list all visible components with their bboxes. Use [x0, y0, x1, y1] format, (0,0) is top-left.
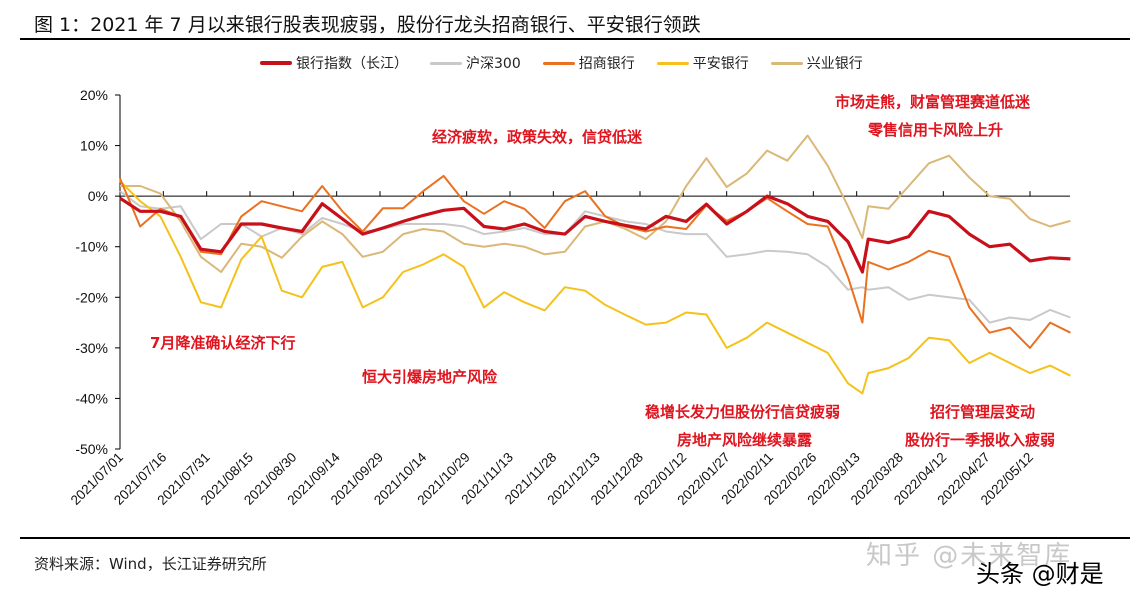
series-line — [119, 194, 1071, 274]
legend-swatch — [260, 61, 292, 65]
watermark: 知乎 @未来智库 — [866, 541, 1073, 571]
series-line — [119, 180, 1071, 395]
legend-swatch — [430, 61, 462, 65]
y-tick-label: -20% — [75, 289, 108, 305]
y-tick-label: 0% — [88, 188, 108, 204]
legend-label: 平安银行 — [692, 56, 749, 72]
chart-annotation: 7月降准确认经济下行 — [150, 334, 295, 352]
y-tick-label: 10% — [80, 138, 108, 154]
legend-item: 平安银行 — [656, 53, 749, 73]
legend-label: 沪深300 — [466, 56, 521, 72]
chart-annotation: 招行管理层变动 — [930, 403, 1035, 421]
y-tick-label: 20% — [80, 87, 108, 103]
chart-annotation: 恒大引爆房地产风险 — [362, 368, 498, 386]
legend-item: 沪深300 — [430, 53, 521, 73]
legend-swatch — [542, 61, 575, 65]
legend-label: 银行指数（长江） — [296, 56, 408, 72]
legend: 银行指数（长江） 沪深300 招商银行 平安银行 兴业银行 — [260, 53, 863, 73]
series-line — [119, 174, 1071, 349]
y-tick-label: -30% — [75, 340, 108, 356]
watermark: 头条 @财是 — [976, 560, 1104, 588]
chart-annotation: 房地产风险继续暴露 — [677, 431, 813, 449]
chart-annotation: 零售信用卡风险上升 — [867, 121, 1003, 139]
legend-label: 兴业银行 — [806, 56, 863, 72]
chart-annotation: 稳增长发力但股份行信贷疲弱 — [645, 403, 840, 421]
y-tick-label: -40% — [75, 390, 108, 406]
figure-title: 图 1：2021 年 7 月以来银行股表现疲弱，股份行龙头招商银行、平安银行领跌 — [34, 14, 701, 36]
legend-item: 兴业银行 — [770, 53, 863, 73]
chart-annotation: 市场走熊，财富管理赛道低迷 — [835, 93, 1031, 111]
title-rule — [20, 38, 1130, 40]
legend-item: 招商银行 — [542, 53, 635, 73]
chart-annotation: 经济疲软，政策失效，信贷低迷 — [432, 128, 643, 146]
y-tick-label: -10% — [75, 239, 108, 255]
legend-swatch — [770, 61, 803, 65]
chart-annotation: 股份行一季报收入疲弱 — [905, 431, 1055, 449]
y-tick-label: -50% — [75, 441, 108, 457]
source-note: 资料来源：Wind，长江证券研究所 — [34, 555, 267, 573]
legend-label: 招商银行 — [578, 56, 635, 72]
bottom-rule — [20, 537, 1130, 539]
legend-item: 银行指数（长江） — [260, 53, 408, 73]
legend-swatch — [656, 61, 689, 65]
